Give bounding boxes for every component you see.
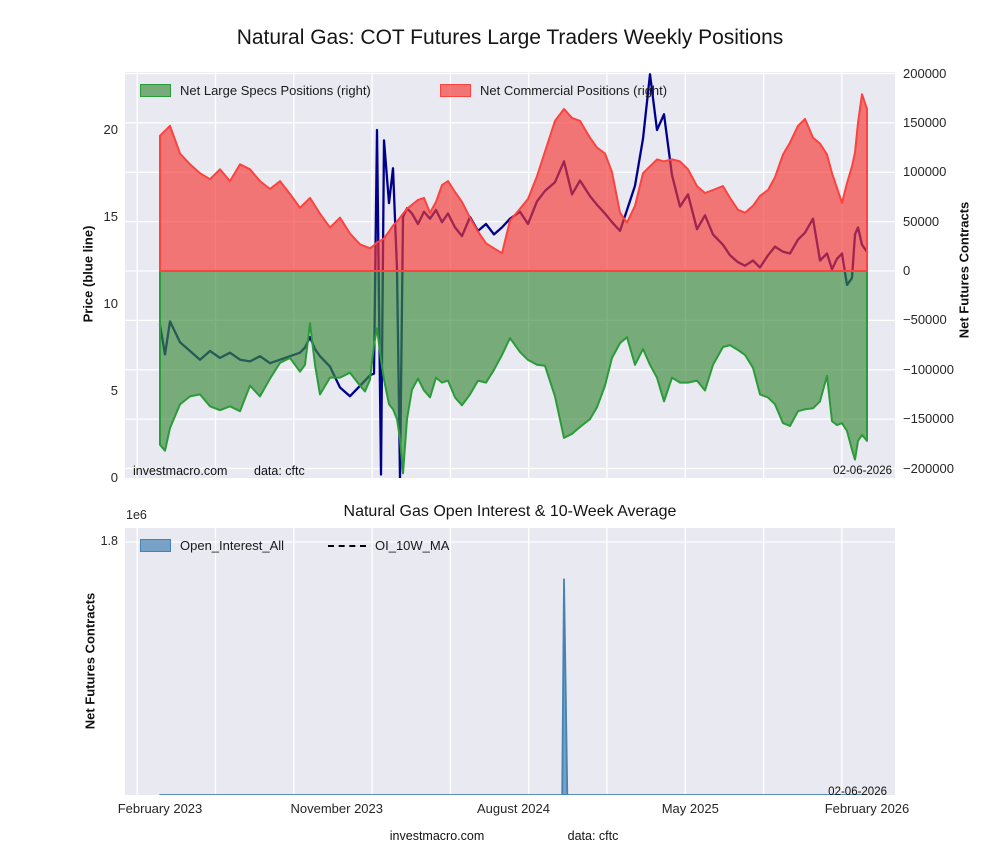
- tick-label: −100000: [903, 361, 954, 377]
- legend-item-open-interest: Open_Interest_All: [140, 538, 284, 553]
- top-watermark-site: investmacro.com: [133, 464, 228, 478]
- top-right-axis-label: Net Futures Contracts: [956, 201, 972, 339]
- legend-item-ma: OI_10W_MA: [328, 538, 449, 553]
- legend-label-ma: OI_10W_MA: [375, 538, 450, 553]
- tick-label: −150000: [903, 411, 954, 427]
- open-interest-swatch: [140, 539, 171, 552]
- bottom-chart-svg: [125, 528, 895, 795]
- tick-label: 0: [903, 263, 911, 278]
- bottom-chart-plot-area: Open_Interest_All OI_10W_MA: [125, 528, 895, 795]
- legend-label-large-specs: Net Large Specs Positions (right): [180, 83, 371, 98]
- page-title: Natural Gas: COT Futures Large Traders W…: [236, 26, 784, 49]
- tick-label: 100000: [903, 164, 947, 180]
- tick-label: 5: [110, 383, 118, 398]
- axis-exponent-label: 1e6: [126, 508, 147, 522]
- top-chart-svg: [125, 72, 895, 478]
- legend-label-open-interest: Open_Interest_All: [180, 538, 285, 553]
- footer-site: investmacro.com: [389, 829, 485, 843]
- bottom-left-axis-label: Net Futures Contracts: [82, 592, 98, 730]
- top-chart-plot-area: Net Large Specs Positions (right) Net Co…: [125, 72, 895, 478]
- tick-label: 10: [103, 296, 118, 311]
- tick-label: 50000: [903, 213, 940, 229]
- bottom-chart-title: Natural Gas Open Interest & 10-Week Aver…: [343, 503, 677, 520]
- top-date-annotation: 02-06-2026: [833, 465, 892, 477]
- tick-label: May 2025: [661, 801, 719, 816]
- tick-label: 150000: [903, 114, 947, 130]
- top-source-note: data: cftc: [254, 464, 305, 478]
- large-specs-swatch: [140, 84, 171, 97]
- commercials-swatch: [440, 84, 471, 97]
- ma-dashed-line-swatch: [328, 544, 366, 547]
- tick-label: 200000: [903, 65, 947, 81]
- tick-label: 20: [103, 122, 118, 137]
- tick-label: August 2024: [476, 801, 551, 816]
- tick-label: 15: [103, 209, 118, 224]
- tick-label: November 2023: [290, 801, 384, 816]
- tick-label: −200000: [903, 460, 954, 476]
- tick-label: February 2026: [824, 801, 910, 816]
- tick-label: −50000: [903, 312, 947, 328]
- bottom-date-annotation: 02-06-2026: [828, 786, 887, 798]
- tick-label: February 2023: [117, 801, 203, 816]
- tick-label: 1.8: [100, 534, 118, 548]
- legend-item-commercials: Net Commercial Positions (right): [440, 83, 667, 98]
- legend-label-commercials: Net Commercial Positions (right): [480, 83, 668, 98]
- legend-item-large-specs: Net Large Specs Positions (right): [140, 83, 371, 98]
- footer-source: data: cftc: [567, 829, 619, 843]
- tick-label: 0: [110, 470, 118, 485]
